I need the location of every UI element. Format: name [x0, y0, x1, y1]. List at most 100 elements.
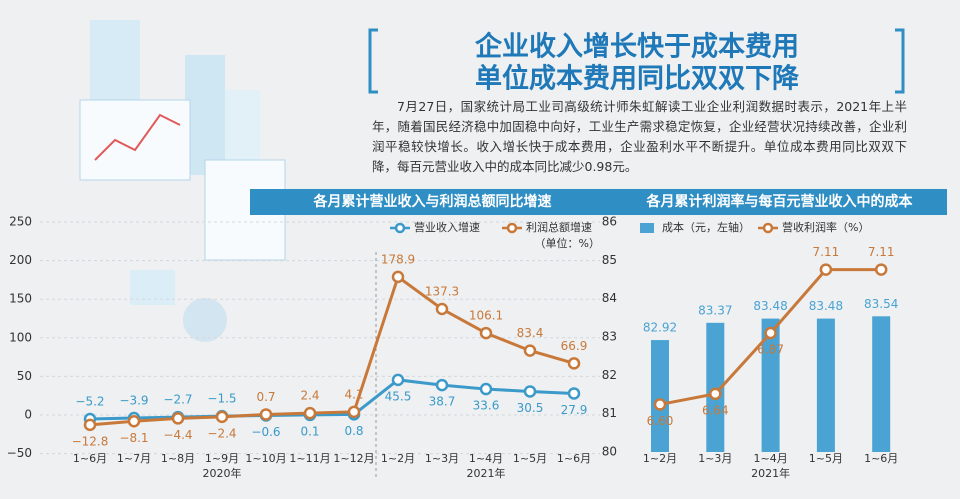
x-tick-label: 1~3月 — [425, 452, 459, 465]
value-label: 45.5 — [385, 389, 412, 403]
y-tick-label: 250 — [9, 215, 32, 229]
y-tick-label: 82 — [602, 368, 617, 382]
legend-label: 利润总额增速 — [526, 220, 592, 234]
y-tick-label: 85 — [602, 253, 617, 267]
x-tick-label: 1~3月 — [698, 452, 732, 465]
value-label: 0.1 — [300, 424, 319, 438]
legend-label: 营业收入增速 — [414, 220, 480, 234]
value-label: 178.9 — [381, 252, 415, 266]
x-tick-label: 1~4月 — [753, 452, 787, 465]
point — [127, 415, 141, 428]
legend-marker — [394, 222, 406, 234]
value-label: 137.3 — [425, 285, 459, 299]
x-tick-label: 1~5月 — [809, 452, 843, 465]
x-tick-label: 1~6月 — [864, 452, 898, 465]
bar — [651, 340, 669, 452]
decor-gear — [183, 298, 227, 342]
x-group-label: 2020年 — [203, 466, 242, 480]
point — [523, 385, 537, 398]
y-tick-label: −50 — [7, 446, 32, 460]
y-tick-label: 81 — [602, 406, 617, 420]
illustration — [79, 20, 286, 342]
bar — [872, 316, 891, 452]
title-bracket — [368, 28, 905, 94]
x-tick-label: 1~7月 — [117, 452, 151, 465]
chart-title: 各月累计营业收入与利润总额同比增速 — [313, 193, 552, 210]
point — [303, 406, 317, 420]
value-label: 83.48 — [809, 299, 843, 313]
point — [171, 412, 185, 425]
y-tick-label: 100 — [9, 330, 32, 344]
value-label: 7.11 — [813, 245, 840, 259]
legend-swatch — [640, 223, 654, 233]
value-label: 6.64 — [702, 403, 729, 417]
point — [764, 326, 777, 340]
y-tick-label: 50 — [17, 369, 32, 383]
x-tick-label: 1~10月 — [245, 452, 286, 465]
value-label: 7.11 — [868, 245, 895, 259]
y-tick-label: 200 — [9, 253, 32, 267]
value-label: 106.1 — [469, 309, 503, 323]
x-tick-label: 1~8月 — [161, 452, 195, 465]
point — [819, 263, 833, 276]
title-line: 单位成本费用同比双双下降 — [475, 63, 800, 95]
bar — [761, 318, 780, 452]
point — [709, 387, 722, 401]
legend-label: 成本（元，左轴） — [662, 220, 750, 234]
value-label: 66.9 — [561, 339, 588, 353]
legend-marker — [506, 222, 518, 234]
bar — [706, 322, 725, 452]
point — [215, 410, 229, 424]
value-label: 33.6 — [473, 399, 500, 413]
x-group-label: 2021年 — [467, 466, 506, 480]
panel-header — [250, 189, 615, 215]
unit-label: （单位：%） — [535, 236, 600, 250]
x-tick-label: 1~2月 — [643, 452, 677, 465]
series-line — [89, 274, 575, 427]
x-tick-label: 1~6月 — [73, 452, 107, 465]
value-label: 27.9 — [561, 403, 588, 417]
decor-block — [185, 55, 225, 175]
value-label: −0.6 — [251, 425, 280, 439]
point — [523, 344, 537, 357]
legend-label: 营收利润率（%） — [782, 220, 869, 234]
point — [874, 263, 888, 276]
bar — [816, 318, 835, 452]
value-label: 38.7 — [429, 395, 456, 409]
y-tick-label: 0 — [24, 408, 32, 422]
point — [653, 398, 667, 411]
point — [391, 373, 405, 387]
value-label: −4.4 — [163, 428, 192, 442]
value-label: −1.5 — [207, 392, 236, 406]
point — [435, 378, 449, 392]
x-tick-label: 1~4月 — [469, 452, 503, 465]
value-label: 83.37 — [698, 303, 732, 317]
chart-title: 各月累计利润率与每百元营业收入中的成本 — [646, 193, 914, 210]
value-label: −3.9 — [119, 394, 148, 408]
x-tick-label: 1~5月 — [513, 452, 547, 465]
point — [567, 387, 581, 400]
value-label: 6.87 — [757, 343, 784, 357]
x-group-label: 2021年 — [751, 466, 790, 480]
y-tick-label: 83 — [602, 330, 617, 344]
value-label: 83.48 — [753, 299, 787, 313]
value-label: 0.7 — [256, 390, 275, 404]
point — [435, 302, 449, 316]
value-label: 0.8 — [344, 424, 363, 438]
y-tick-label: 86 — [602, 215, 617, 229]
x-tick-label: 1~6月 — [557, 452, 591, 465]
point — [479, 326, 493, 340]
point — [391, 270, 405, 284]
value-label: −5.2 — [75, 395, 104, 409]
x-tick-label: 1~2月 — [381, 452, 415, 465]
value-label: 82.92 — [643, 321, 677, 335]
value-label: 30.5 — [517, 401, 544, 415]
title-line: 企业收入增长快于成本费用 — [475, 31, 799, 63]
y-tick-label: 150 — [9, 292, 32, 306]
point — [479, 382, 493, 396]
value-label: −2.7 — [163, 393, 192, 407]
series-line — [89, 378, 575, 421]
point — [83, 418, 97, 432]
x-tick-label: 1~12月 — [333, 452, 374, 465]
